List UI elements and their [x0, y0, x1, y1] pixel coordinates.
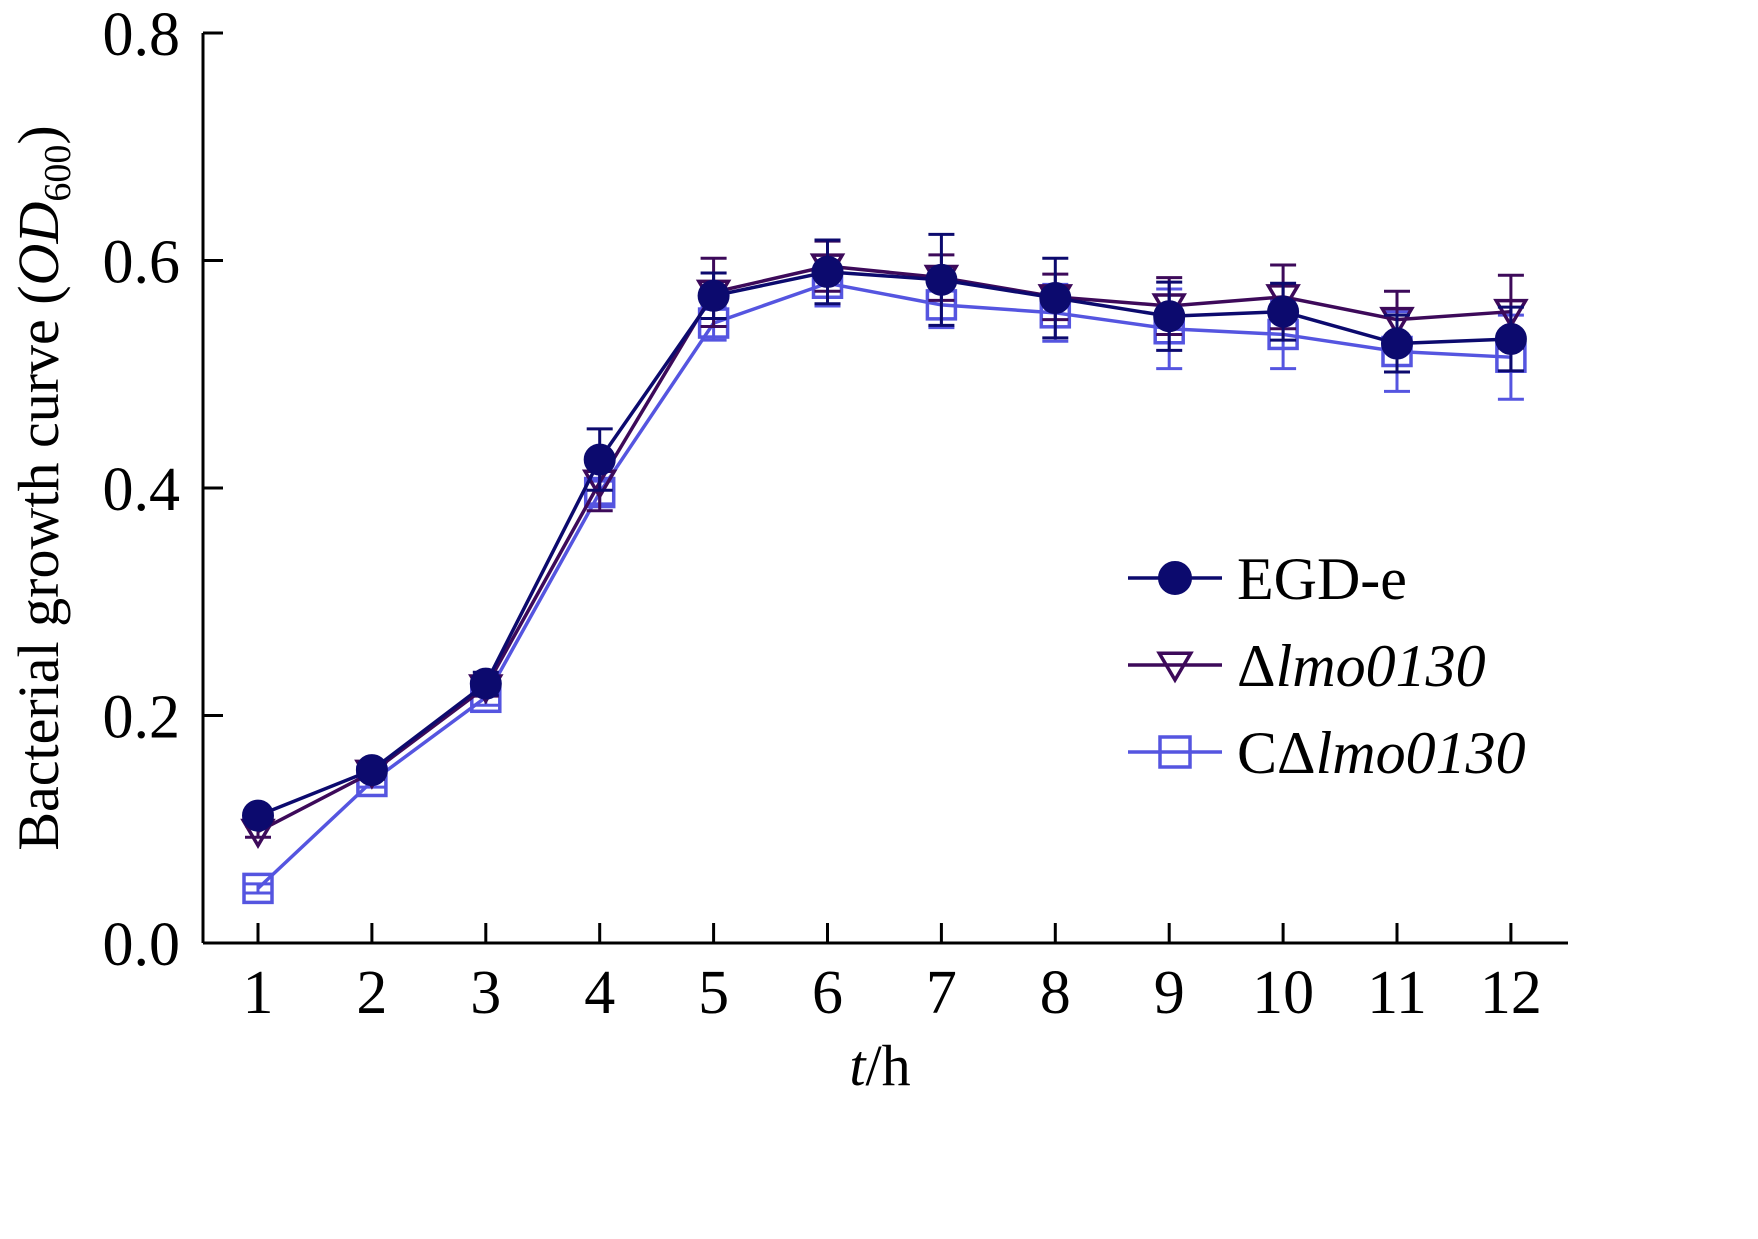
data-point-circle: [583, 443, 616, 476]
data-point-circle: [811, 255, 844, 288]
data-point-circle: [1381, 327, 1413, 360]
data-point-triangle: [1493, 298, 1529, 330]
data-point-circle: [697, 279, 730, 312]
legend-label: Δlmo0130: [1237, 633, 1486, 699]
x-tick-label: 7: [926, 959, 957, 1027]
legend-label: EGD-e: [1237, 546, 1407, 612]
data-point-triangle: [1379, 306, 1415, 338]
data-point-square: [1158, 735, 1192, 769]
legend-label: CΔlmo0130: [1237, 720, 1526, 786]
y-tick-label: 0.8: [103, 1, 181, 69]
y-tick-label: 0.2: [103, 684, 181, 752]
y-tick-label: 0.0: [103, 911, 181, 979]
axes: 0.00.20.40.60.81 2 3 4 5 6 7 8 9 10 11 12: [103, 1, 1568, 1027]
series-layer: [240, 232, 1529, 905]
x-tick-label: 10: [1252, 959, 1314, 1027]
x-tick-label: 4: [584, 959, 615, 1027]
series-line: [257, 264, 1512, 834]
data-point-circle: [355, 754, 388, 787]
series-egd-e: [242, 232, 1527, 832]
y-tick-label: 0.6: [103, 229, 181, 297]
data-point-circle: [242, 799, 274, 832]
x-axis-title: t/h: [849, 1033, 910, 1098]
x-tick-label: 1: [243, 959, 274, 1027]
series-line: [257, 270, 1511, 818]
x-tick-label: 5: [698, 959, 729, 1027]
x-tick-label: 9: [1154, 959, 1185, 1027]
data-point-square: [242, 872, 274, 905]
data-point-circle: [925, 263, 958, 296]
legend-item: CΔlmo0130: [1128, 720, 1526, 786]
legend-item: Δlmo0130: [1128, 633, 1486, 699]
data-point-circle: [1039, 282, 1072, 315]
data-point-circle: [1153, 300, 1186, 333]
y-axis-title: Bacterial growth curve (OD600): [6, 125, 79, 850]
x-tick-label: 8: [1040, 959, 1071, 1027]
x-tick-label: 6: [812, 959, 843, 1027]
y-tick-label: 0.4: [103, 456, 181, 524]
data-point-circle: [1158, 561, 1192, 595]
legend: EGD-e Δlmo0130 CΔlmo0130: [1128, 546, 1526, 786]
x-tick-label: 2: [356, 959, 387, 1027]
data-point-circle: [469, 667, 502, 700]
series-line: [256, 281, 1511, 890]
data-point-circle: [1267, 295, 1300, 328]
legend-item: EGD-e: [1128, 546, 1407, 612]
x-tick-label: 12: [1480, 959, 1542, 1027]
x-tick-label: 3: [470, 959, 501, 1027]
data-point-circle: [1494, 322, 1527, 355]
data-point-triangle: [1156, 651, 1194, 684]
x-tick-label: 11: [1367, 959, 1427, 1027]
